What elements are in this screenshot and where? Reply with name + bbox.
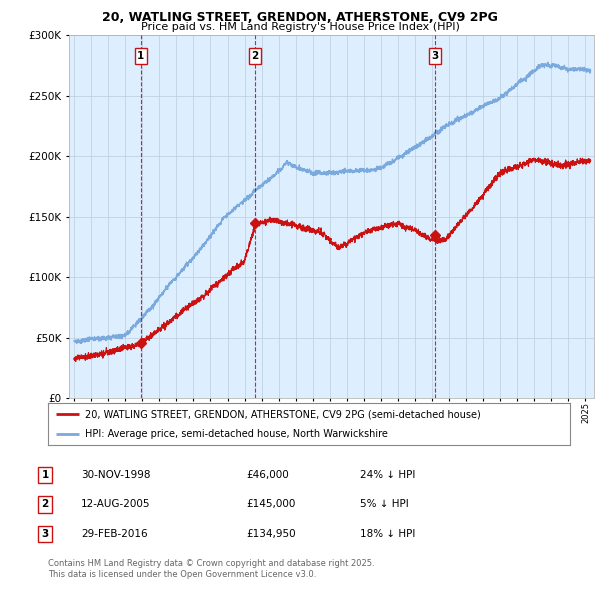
Text: 20, WATLING STREET, GRENDON, ATHERSTONE, CV9 2PG: 20, WATLING STREET, GRENDON, ATHERSTONE,… xyxy=(102,11,498,24)
Text: 2: 2 xyxy=(251,51,259,61)
Text: 2: 2 xyxy=(41,500,49,509)
Text: 1: 1 xyxy=(137,51,145,61)
Text: Price paid vs. HM Land Registry's House Price Index (HPI): Price paid vs. HM Land Registry's House … xyxy=(140,22,460,32)
Text: 1: 1 xyxy=(41,470,49,480)
Text: £145,000: £145,000 xyxy=(246,500,295,509)
Text: 12-AUG-2005: 12-AUG-2005 xyxy=(81,500,151,509)
Text: 5% ↓ HPI: 5% ↓ HPI xyxy=(360,500,409,509)
Text: 30-NOV-1998: 30-NOV-1998 xyxy=(81,470,151,480)
Text: HPI: Average price, semi-detached house, North Warwickshire: HPI: Average price, semi-detached house,… xyxy=(85,429,388,439)
Text: £134,950: £134,950 xyxy=(246,529,296,539)
Text: 20, WATLING STREET, GRENDON, ATHERSTONE, CV9 2PG (semi-detached house): 20, WATLING STREET, GRENDON, ATHERSTONE,… xyxy=(85,409,480,419)
Text: 24% ↓ HPI: 24% ↓ HPI xyxy=(360,470,415,480)
Text: 3: 3 xyxy=(431,51,439,61)
Text: 3: 3 xyxy=(41,529,49,539)
Text: 29-FEB-2016: 29-FEB-2016 xyxy=(81,529,148,539)
Text: Contains HM Land Registry data © Crown copyright and database right 2025.: Contains HM Land Registry data © Crown c… xyxy=(48,559,374,568)
Text: This data is licensed under the Open Government Licence v3.0.: This data is licensed under the Open Gov… xyxy=(48,571,316,579)
Text: £46,000: £46,000 xyxy=(246,470,289,480)
Text: 18% ↓ HPI: 18% ↓ HPI xyxy=(360,529,415,539)
